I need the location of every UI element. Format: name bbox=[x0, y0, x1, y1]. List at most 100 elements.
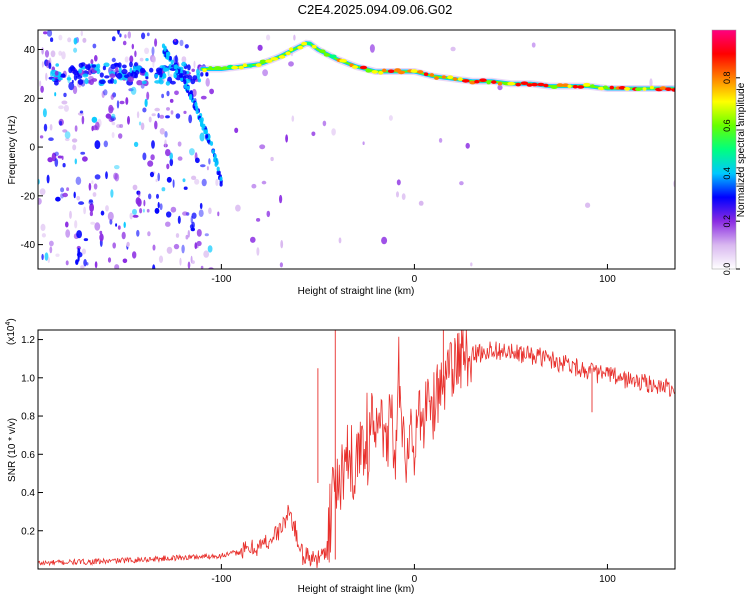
spectrogram-noise-cell bbox=[117, 225, 121, 230]
spectrogram-ridge-cell bbox=[429, 73, 434, 77]
spectrogram-noise-cell bbox=[401, 193, 406, 201]
spectrogram-track-cell bbox=[173, 64, 177, 70]
svg-text:(x104): (x104) bbox=[5, 318, 17, 345]
spectrogram-noise-cell bbox=[174, 90, 179, 96]
spectrogram-noise-cell bbox=[58, 50, 63, 56]
spectrogram-ridge-cell bbox=[208, 66, 213, 70]
spectrogram-ridge-cell bbox=[537, 82, 545, 87]
spectrogram-noise-cell bbox=[151, 113, 156, 117]
spectrogram-noise-cell bbox=[111, 36, 116, 42]
spectrogram-noise-cell bbox=[75, 259, 79, 265]
spectrogram-band-cell bbox=[82, 73, 89, 78]
spectrogram-noise-cell bbox=[136, 198, 142, 207]
spectrogram-noise-cell bbox=[42, 108, 47, 118]
colorbar-label: Normalized spectral amplitude bbox=[736, 82, 747, 217]
spectrogram-noise-cell bbox=[145, 58, 149, 62]
spectrogram-ridge-cell bbox=[297, 45, 304, 50]
spectrogram-noise-cell bbox=[291, 115, 295, 122]
spectrogram-noise-cell bbox=[44, 50, 50, 58]
spectrogram-track-cell bbox=[183, 83, 188, 89]
spectrogram-track-cell bbox=[200, 122, 204, 128]
spectrogram-noise-cell bbox=[250, 236, 256, 243]
spectrogram-band-cell bbox=[158, 77, 162, 83]
spectrogram-noise-cell bbox=[122, 258, 128, 264]
spectrogram-noise-cell bbox=[107, 211, 114, 221]
spectrogram-noise-cell bbox=[41, 47, 44, 55]
spectrogram-noise-cell bbox=[169, 152, 173, 160]
spectrogram-noise-cell bbox=[158, 255, 164, 263]
colorbar-tick-label: 0.8 bbox=[722, 72, 732, 85]
spectrogram-ridge-cell bbox=[507, 81, 516, 86]
spectrogram-noise-cell bbox=[161, 93, 165, 99]
spectrogram-noise-cell bbox=[191, 212, 197, 219]
spectrogram-ridge-cell bbox=[659, 86, 667, 90]
spectrogram-noise-cell bbox=[139, 208, 143, 214]
spectrogram-noise-cell bbox=[157, 112, 160, 119]
spectrogram-ridge-cell bbox=[486, 80, 491, 85]
spectrogram-noise-cell bbox=[72, 144, 77, 151]
spectrogram-ridge-cell bbox=[497, 81, 503, 86]
spectrogram-noise-cell bbox=[94, 222, 101, 231]
spectrogram-noise-cell bbox=[196, 229, 202, 237]
spectrogram-track-cell bbox=[183, 79, 187, 85]
spectrogram-ridge-cell bbox=[221, 66, 229, 70]
spectrogram-band-cell bbox=[132, 65, 137, 72]
spectrogram-noise-cell bbox=[259, 144, 266, 150]
spectrogram-noise-cell bbox=[194, 178, 200, 185]
spectrogram-band-cell bbox=[145, 76, 149, 80]
spectrogram-panel: -100 0 100 -40 -20 0 20 40 Height of straight l… bbox=[7, 29, 676, 297]
spectrogram-ridge-halo bbox=[198, 39, 675, 92]
spectrogram-noise-cell bbox=[127, 115, 130, 125]
spectrogram-track-cell bbox=[213, 157, 217, 163]
spectrogram-noise-cell bbox=[111, 132, 115, 138]
spectrogram-noise-cell bbox=[465, 142, 470, 149]
spectrogram-ridge-cell bbox=[447, 75, 454, 79]
spectrogram-noise-cell bbox=[311, 131, 316, 137]
spectrogram-band-cell bbox=[191, 68, 195, 73]
spectrogram-noise-cell bbox=[531, 42, 536, 48]
spectrogram-noise-cell bbox=[172, 179, 175, 188]
spectrogram-noise-cell bbox=[208, 158, 211, 165]
spectrogram-noise-cell bbox=[164, 139, 167, 148]
spectrogram-noise-cell bbox=[129, 212, 133, 220]
spectrogram-noise-cell bbox=[182, 211, 188, 216]
spectrogram-noise-cell bbox=[110, 189, 114, 198]
spectrogram-noise-cell bbox=[396, 191, 399, 198]
spectrogram-ridge-cell bbox=[452, 77, 458, 81]
spectrogram-noise-cell bbox=[142, 107, 147, 113]
spectrogram-noise-cell bbox=[132, 184, 138, 191]
spectrogram-noise-cell bbox=[43, 31, 48, 35]
spectrogram-noise-cell bbox=[181, 56, 187, 63]
spectrogram-band-cell bbox=[118, 67, 122, 74]
spectrogram-noise-cell bbox=[200, 265, 204, 269]
spectrogram-band-cell bbox=[165, 81, 171, 86]
spectrogram-noise-cell bbox=[90, 221, 96, 225]
spectrogram-track-cell bbox=[216, 166, 220, 172]
spectrogram-noise-cell bbox=[189, 148, 195, 156]
spectrogram-ridge-cell bbox=[371, 70, 379, 74]
spectrogram-noise-cell bbox=[39, 80, 42, 87]
spectrogram-track-cell bbox=[170, 59, 174, 65]
spectrogram-noise-cell bbox=[185, 234, 189, 240]
spectrogram-track-cell bbox=[168, 55, 172, 61]
spectrogram-ridge-cell bbox=[359, 65, 368, 70]
spectrogram-noise-cell bbox=[90, 59, 94, 65]
spectrogram-noise-cell bbox=[280, 240, 284, 249]
spectrogram-ridge-cell bbox=[265, 59, 273, 63]
spectrogram-noise-cell bbox=[137, 191, 141, 198]
spectrogram-noise-cell bbox=[166, 246, 173, 254]
spectrogram-band-cell bbox=[187, 64, 191, 71]
spectrogram-noise-cell bbox=[93, 183, 98, 190]
spectrogram-noise-cell bbox=[126, 241, 130, 248]
spectrogram-track-cell bbox=[180, 76, 184, 82]
spectrogram-noise-cell bbox=[148, 116, 152, 123]
spectrogram-ridge-cell bbox=[213, 66, 222, 70]
spectrogram-noise-cell bbox=[148, 193, 152, 200]
spectrogram-noise-cell bbox=[74, 220, 78, 229]
spectrogram-band-cell bbox=[99, 79, 106, 85]
spectrogram-track-cell bbox=[216, 170, 220, 176]
spectrogram-track-cell bbox=[209, 141, 214, 146]
spectrogram-band-cell bbox=[181, 61, 187, 67]
spectrogram-band-cell bbox=[80, 62, 86, 67]
spectrogram-noise-cell bbox=[65, 221, 69, 228]
